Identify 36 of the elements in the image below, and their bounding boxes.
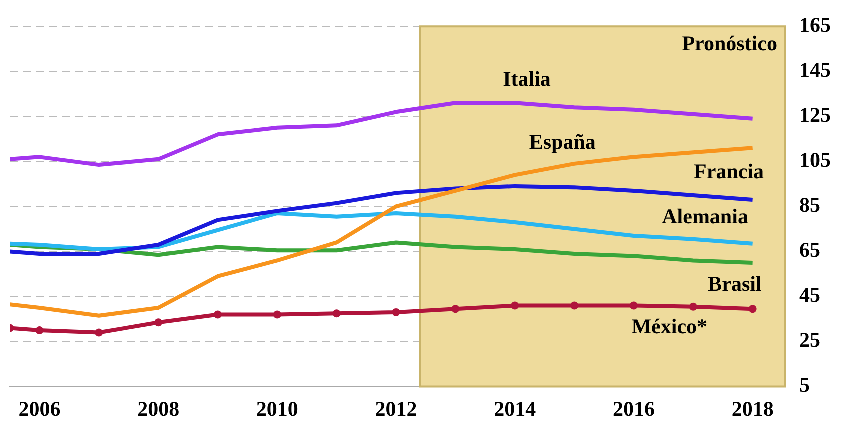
x-tick-label: 2018 <box>732 396 774 421</box>
series-label: Francia <box>694 159 765 184</box>
x-tick-label: 2016 <box>612 396 655 421</box>
y-tick-label: 5 <box>800 373 810 398</box>
x-tick-label: 2014 <box>494 396 537 421</box>
y-tick-label: 25 <box>800 328 820 352</box>
point <box>392 308 400 317</box>
x-tick-label: 2010 <box>256 396 298 421</box>
y-tick-label: 165 <box>800 13 831 38</box>
series-label: México* <box>632 314 708 339</box>
point <box>511 302 520 310</box>
point <box>570 302 579 310</box>
x-tick-label: 2008 <box>138 396 180 421</box>
point <box>630 302 638 310</box>
point <box>332 310 341 318</box>
series-label: Brasil <box>708 272 762 296</box>
point <box>273 310 282 319</box>
point <box>214 310 222 319</box>
point <box>452 305 460 314</box>
y-tick-label: 85 <box>800 193 820 218</box>
x-tick-label: 2006 <box>18 396 61 421</box>
y-tick-label: 125 <box>800 103 831 128</box>
point <box>36 326 44 335</box>
point <box>748 305 757 314</box>
y-tick-label: 45 <box>800 283 820 308</box>
point <box>95 328 104 337</box>
series-label: España <box>529 130 596 154</box>
point <box>689 302 698 311</box>
band-label: Pronóstico <box>682 32 778 56</box>
point <box>154 318 163 327</box>
x-tick-label: 2012 <box>375 396 418 421</box>
series-label: Italia <box>503 67 552 92</box>
series-label: Alemania <box>662 204 749 228</box>
y-tick-label: 105 <box>800 148 831 172</box>
y-tick-label: 65 <box>800 238 820 262</box>
y-tick-label: 145 <box>800 58 831 82</box>
